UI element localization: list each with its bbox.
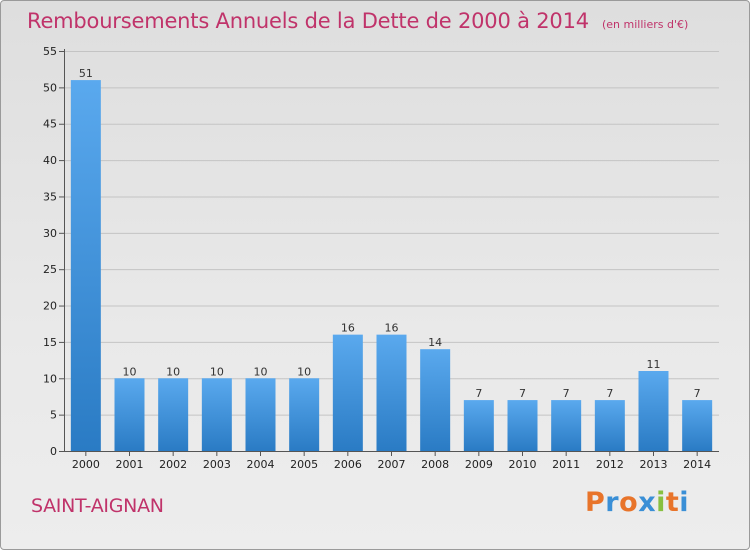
axes [59, 49, 719, 456]
bar [158, 378, 189, 451]
bar [70, 80, 101, 451]
x-tick-label: 2008 [421, 458, 449, 471]
bar [507, 400, 538, 451]
y-tick-label: 5 [50, 409, 57, 422]
y-tick-label: 10 [43, 372, 57, 385]
y-tick-label: 25 [43, 263, 57, 276]
brand-letter: o [619, 487, 639, 518]
bar [420, 349, 451, 451]
x-tick-label: 2010 [509, 458, 537, 471]
data-label: 14 [428, 336, 442, 349]
bar [332, 334, 363, 451]
data-label: 7 [606, 387, 613, 400]
bar [289, 378, 320, 451]
brand-letter: i [656, 487, 666, 518]
data-label: 10 [297, 365, 311, 378]
data-label: 10 [210, 365, 224, 378]
data-label: 7 [519, 387, 526, 400]
bar [245, 378, 276, 451]
y-tick-label: 20 [43, 300, 57, 313]
data-label: 10 [123, 365, 137, 378]
data-label: 10 [254, 365, 268, 378]
bar [201, 378, 232, 451]
y-tick-label: 35 [43, 190, 57, 203]
x-tick-label: 2004 [247, 458, 275, 471]
bar [463, 400, 494, 451]
brand-letter: x [638, 487, 657, 518]
chart-unit: (en milliers d'€) [602, 18, 689, 31]
x-tick-label: 2003 [203, 458, 231, 471]
y-tick-label: 50 [43, 81, 57, 94]
x-tick-label: 2011 [552, 458, 580, 471]
y-tick-label: 15 [43, 336, 57, 349]
brand-letter: r [605, 487, 620, 518]
y-tick-label: 0 [50, 445, 57, 458]
x-tick-label: 2005 [290, 458, 318, 471]
labels: 0 5 10 15 20 25 30 35 40 45 50 55 51 2000 10 2001 10 2002… [43, 45, 711, 471]
data-label: 16 [341, 322, 355, 335]
data-label: 7 [475, 387, 482, 400]
data-label: 11 [647, 358, 661, 371]
x-tick-label: 2006 [334, 458, 362, 471]
data-label: 51 [79, 67, 93, 80]
bar [638, 371, 669, 451]
y-tick-label: 45 [43, 118, 57, 131]
data-label: 16 [385, 322, 399, 335]
y-tick-label: 40 [43, 154, 57, 167]
brand-letter: P [585, 487, 606, 518]
y-tick-label: 55 [43, 45, 57, 58]
x-tick-label: 2013 [640, 458, 668, 471]
x-tick-label: 2012 [596, 458, 624, 471]
chart-title: Remboursements Annuels de la Dette de 20… [27, 9, 589, 33]
bar [682, 400, 713, 451]
bar [114, 378, 145, 451]
data-label: 7 [694, 387, 701, 400]
bar [551, 400, 582, 451]
bar [594, 400, 625, 451]
brand-letter: i [679, 487, 690, 518]
brand-letter: t [665, 487, 680, 518]
x-tick-label: 2007 [378, 458, 406, 471]
x-tick-label: 2002 [159, 458, 187, 471]
data-label: 7 [563, 387, 570, 400]
x-tick-label: 2014 [683, 458, 711, 471]
brand-logo: Proxiti [585, 487, 689, 518]
y-tick-label: 30 [43, 227, 57, 240]
bar [376, 334, 407, 451]
bars [70, 80, 713, 451]
data-label: 10 [166, 365, 180, 378]
x-tick-label: 2009 [465, 458, 493, 471]
x-tick-label: 2001 [116, 458, 144, 471]
city-name: SAINT-AIGNAN [31, 495, 164, 517]
x-tick-label: 2000 [72, 458, 100, 471]
title-row: Remboursements Annuels de la Dette de 20… [27, 9, 688, 33]
